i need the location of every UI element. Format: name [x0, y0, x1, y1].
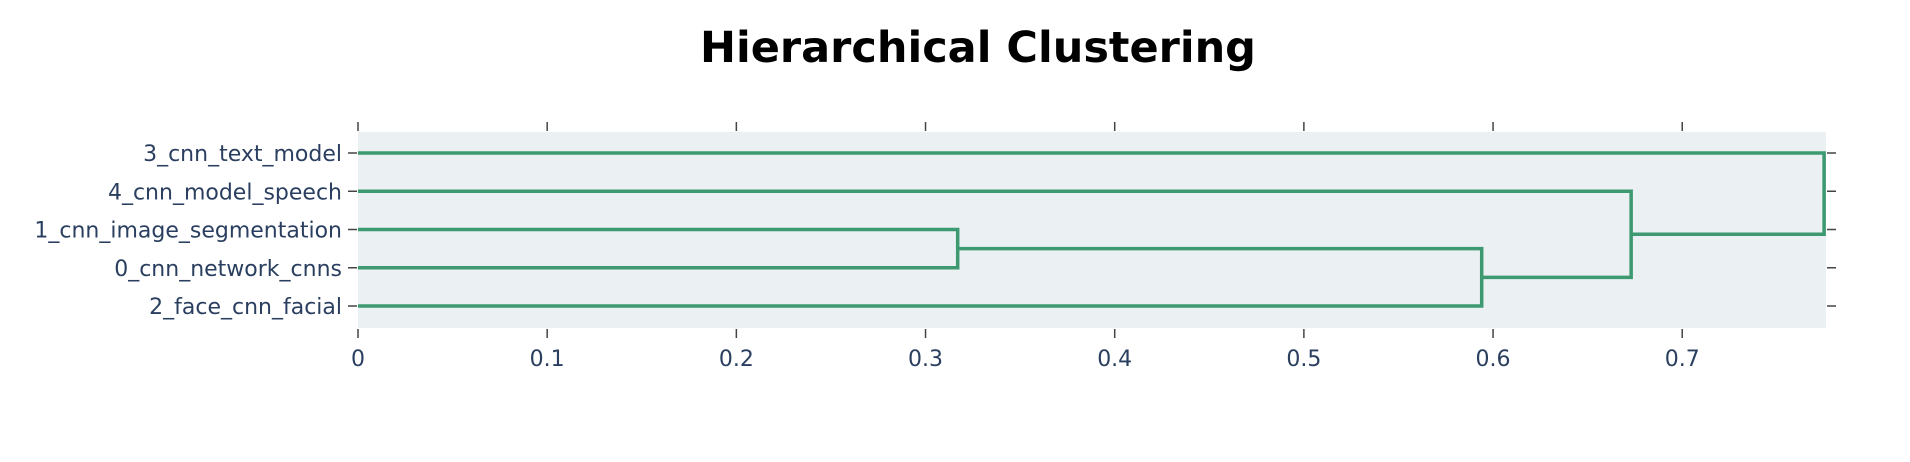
leaf-label: 4_cnn_model_speech [108, 180, 342, 205]
leaf-label: 2_face_cnn_facial [149, 295, 342, 320]
x-tick-label: 0.6 [1476, 347, 1511, 372]
x-tick-label: 0.4 [1097, 347, 1132, 372]
leaf-label: 3_cnn_text_model [143, 142, 342, 167]
x-tick-label: 0.1 [530, 347, 565, 372]
x-tick-label: 0 [351, 347, 365, 372]
x-tick-label: 0.5 [1286, 347, 1321, 372]
dendrogram-links [358, 151, 1826, 308]
dendrogram-link [358, 246, 1484, 308]
x-tick-label: 0.7 [1665, 347, 1700, 372]
x-tick-label: 0.3 [908, 347, 943, 372]
x-tick-label: 0.2 [719, 347, 754, 372]
x-axis: 0 0.1 0.2 0.3 0.4 0.5 0.6 0.7 [351, 329, 1700, 372]
top-axis-ticks [357, 122, 1683, 131]
left-axis-ticks [348, 152, 357, 307]
chart-title: Hierarchical Clustering [700, 23, 1256, 73]
leaf-label: 0_cnn_network_cnns [114, 257, 342, 282]
dendrogram-link [358, 151, 1826, 237]
leaf-label: 1_cnn_image_segmentation [34, 219, 342, 244]
right-axis-ticks [1827, 152, 1836, 307]
leaf-labels: 3_cnn_text_model 4_cnn_model_speech 1_cnn_… [34, 142, 342, 320]
